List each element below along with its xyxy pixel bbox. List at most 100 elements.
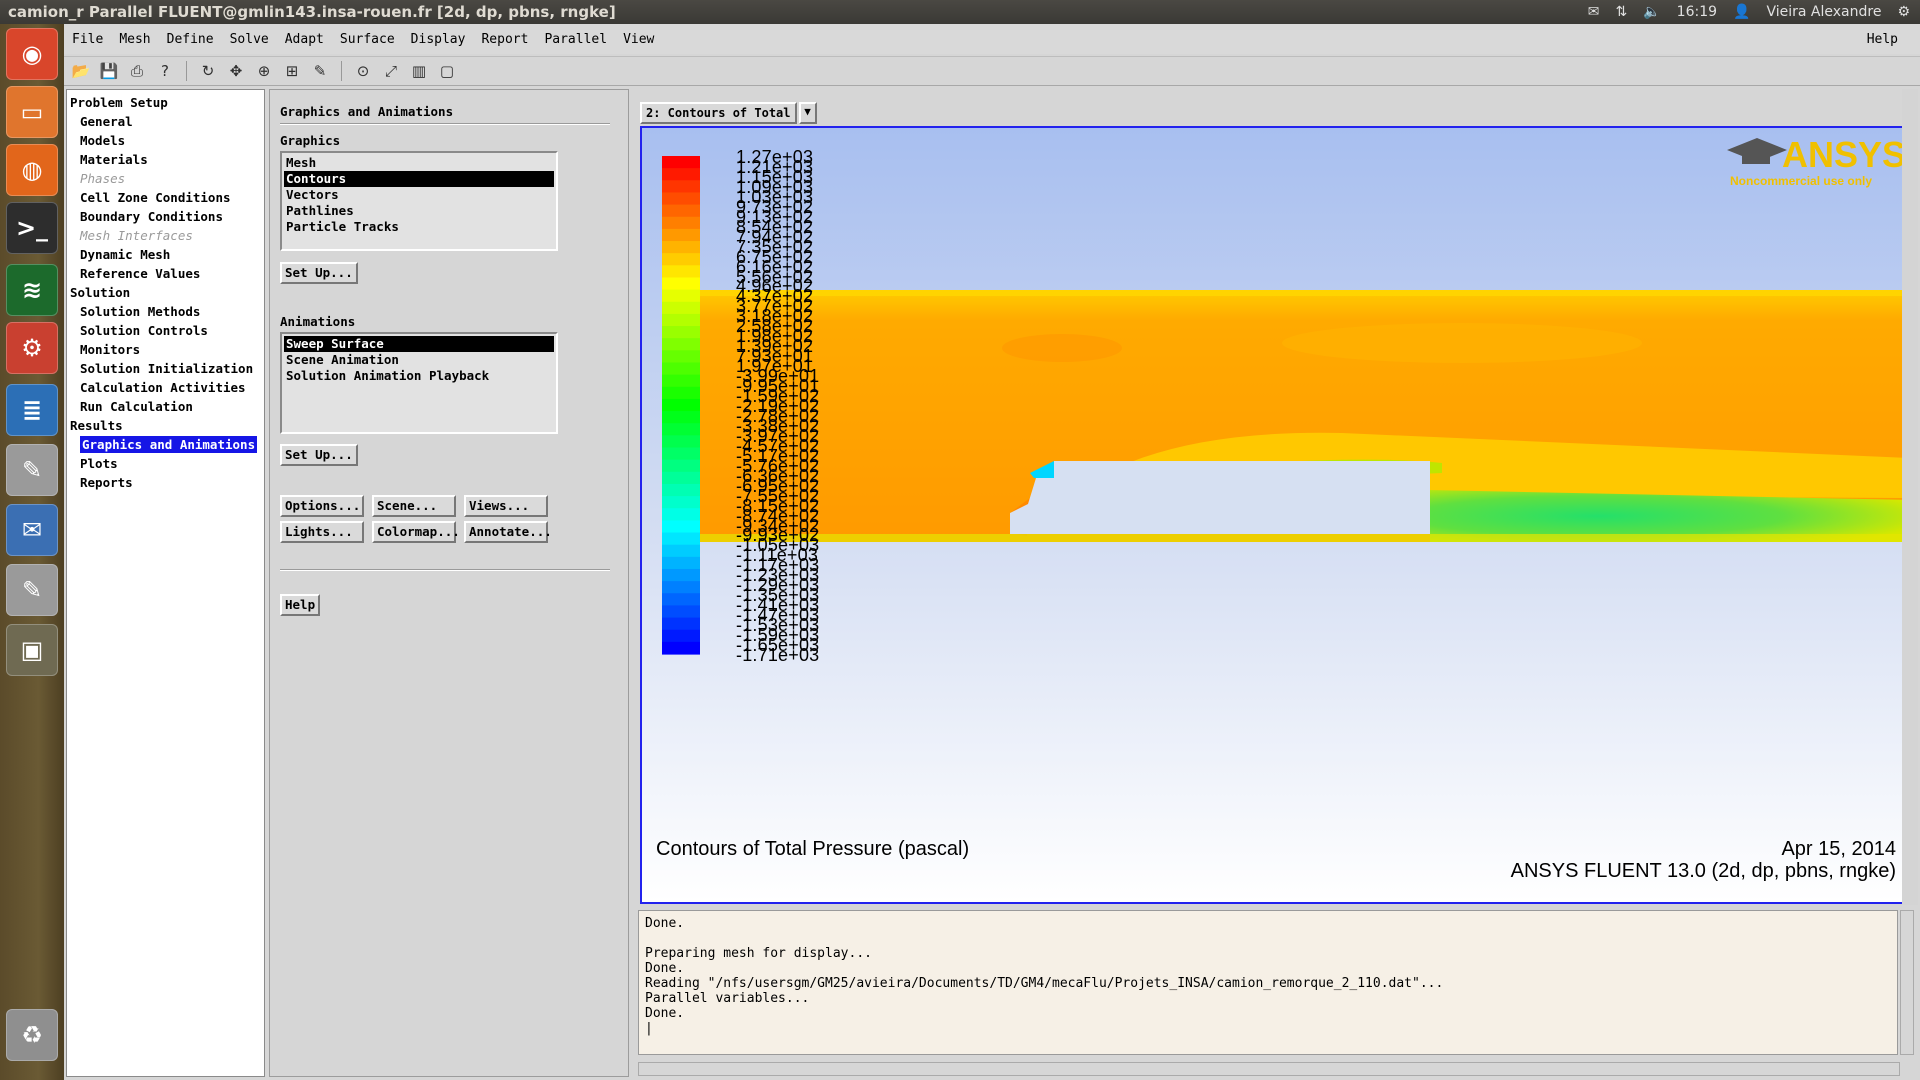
open-file-icon[interactable]: 📂 [71,62,91,80]
list-item[interactable]: Particle Tracks [286,219,399,234]
menu-help[interactable]: Help [1866,31,1898,47]
fluent-app-icon[interactable]: ≋ [6,264,58,316]
volume-icon[interactable]: 🔈 [1643,4,1661,20]
console[interactable]: Done. Preparing mesh for display... Done. R… [638,910,1898,1055]
graphics-window-tab[interactable]: 2: Contours of Total [640,102,797,124]
menu-define[interactable]: Define [166,31,214,47]
mail-icon[interactable]: ✉ [1587,4,1600,20]
fit-to-window-icon[interactable]: ⊙ [356,62,370,80]
tree-item-phases[interactable]: Phases [67,169,264,188]
rotate-icon[interactable]: ↻ [201,62,215,80]
user-name[interactable]: Vieira Alexandre [1766,4,1882,20]
ubuntu-dash-icon[interactable]: ◉ [6,28,58,80]
clock[interactable]: 16:19 [1676,4,1718,20]
tree-item-results[interactable]: Results [67,416,264,435]
graphics-label: Graphics [280,133,341,148]
tree-item-plots[interactable]: Plots [67,454,264,473]
system-settings-icon[interactable]: ⚙ [6,322,58,374]
settings-gear-icon[interactable]: ⚙ [1897,4,1910,20]
select-icon[interactable]: ⤢ [384,62,397,80]
translate-icon[interactable]: ✥ [229,62,243,80]
zoom-box-icon[interactable]: ⊞ [285,62,299,80]
text-editor-2-icon[interactable]: ✎ [6,564,58,616]
writer-document-icon[interactable]: ≣ [6,384,58,436]
menu-solve[interactable]: Solve [229,31,269,47]
menu-adapt[interactable]: Adapt [284,31,324,47]
save-file-icon[interactable]: 💾 [99,62,119,80]
chevron-down-icon[interactable]: ▼ [798,102,817,124]
console-horizontal-scrollbar[interactable] [638,1062,1900,1076]
menu-file[interactable]: File [72,31,104,47]
color-scale-band [662,423,700,436]
color-scale [662,156,700,655]
tree-item-dynamic-mesh[interactable]: Dynamic Mesh [67,245,264,264]
tree-item-boundary-conditions[interactable]: Boundary Conditions [67,207,264,226]
thunderbird-icon[interactable]: ✉ [6,504,58,556]
menu-surface[interactable]: Surface [339,31,395,47]
graphics-setup-button[interactable]: Set Up... [280,262,358,284]
zoom-icon[interactable]: ⊕ [257,62,271,80]
menu-display[interactable]: Display [410,31,466,47]
menu-view[interactable]: View [623,31,655,47]
tree-item-solution-initialization[interactable]: Solution Initialization [67,359,264,378]
layout-icon[interactable]: ▥ [411,62,427,80]
tree-item-mesh-interfaces[interactable]: Mesh Interfaces [67,226,264,245]
workspace-switcher-icon[interactable]: ▣ [6,624,58,676]
tree-item-problem-setup[interactable]: Problem Setup [67,93,264,112]
animations-listbox[interactable]: Sweep Surface Scene Animation Solution Ani… [280,332,558,434]
color-scale-band [662,532,700,546]
annotate-button[interactable]: Annotate... [464,521,552,543]
list-item[interactable]: Vectors [286,187,339,202]
tree-item-run-calculation[interactable]: Run Calculation [67,397,264,416]
tree-item-calculation-activities[interactable]: Calculation Activities [67,378,264,397]
tree-item-monitors[interactable]: Monitors [67,340,264,359]
console-vertical-scrollbar[interactable] [1900,910,1914,1055]
graphics-listbox[interactable]: Mesh Contours Vectors Pathlines Particle Tra… [280,151,558,251]
help-button[interactable]: Help [280,594,321,616]
window-mode-icon[interactable]: ▢ [439,62,455,80]
color-scale-label: -7.55e+02 [736,485,820,506]
lights-button[interactable]: Lights... [280,521,364,543]
graphics-window[interactable]: ANSYS Noncommercial use only 1.27e+03 1.2… [640,126,1912,904]
list-item[interactable]: Contours [284,171,554,187]
menu-parallel[interactable]: Parallel [544,31,608,47]
divider [280,123,610,125]
menu-mesh[interactable]: Mesh [119,31,151,47]
text-editor-icon[interactable]: ✎ [6,444,58,496]
list-item[interactable]: Sweep Surface [284,336,554,352]
tree-item-solution-methods[interactable]: Solution Methods [67,302,264,321]
tree-item-solution-controls[interactable]: Solution Controls [67,321,264,340]
print-icon[interactable]: ⎙ [130,62,143,80]
terminal-icon[interactable]: >_ [6,202,58,254]
network-icon[interactable]: ⇅ [1615,4,1628,20]
tree-item-label: Results [70,418,123,433]
scene-button[interactable]: Scene... [372,495,456,517]
tree-item-graphics-and-animations[interactable]: Graphics and Animations [67,435,264,454]
tree-item-reports[interactable]: Reports [67,473,264,492]
tree-item-models[interactable]: Models [67,131,264,150]
color-scale-label: 2.58e+02 [736,316,814,337]
list-item[interactable]: Solution Animation Playback [286,368,490,383]
color-scale-label: 7.35e+02 [736,236,814,257]
tree-item-materials[interactable]: Materials [67,150,264,169]
menu-report[interactable]: Report [481,31,529,47]
options-button[interactable]: Options... [280,495,364,517]
probe-icon[interactable]: ✎ [313,62,327,80]
files-folder-icon[interactable]: ▭ [6,86,58,138]
tree-item-cell-zone-conditions[interactable]: Cell Zone Conditions [67,188,264,207]
list-item[interactable]: Mesh [286,155,317,170]
list-item[interactable]: Scene Animation [286,352,399,367]
views-button[interactable]: Views... [464,495,548,517]
right-panel-scrollbar[interactable] [1902,89,1918,905]
help-icon[interactable]: ? [161,62,169,80]
trash-icon[interactable]: ♻ [6,1009,58,1061]
user-icon[interactable]: 👤 [1733,4,1751,20]
tree-item-solution[interactable]: Solution [67,283,264,302]
colormap-button[interactable]: Colormap... [372,521,460,543]
color-scale-band [662,568,700,582]
firefox-icon[interactable]: ◍ [6,144,58,196]
list-item[interactable]: Pathlines [286,203,354,218]
tree-item-general[interactable]: General [67,112,264,131]
tree-item-reference-values[interactable]: Reference Values [67,264,264,283]
animations-setup-button[interactable]: Set Up... [280,444,358,466]
